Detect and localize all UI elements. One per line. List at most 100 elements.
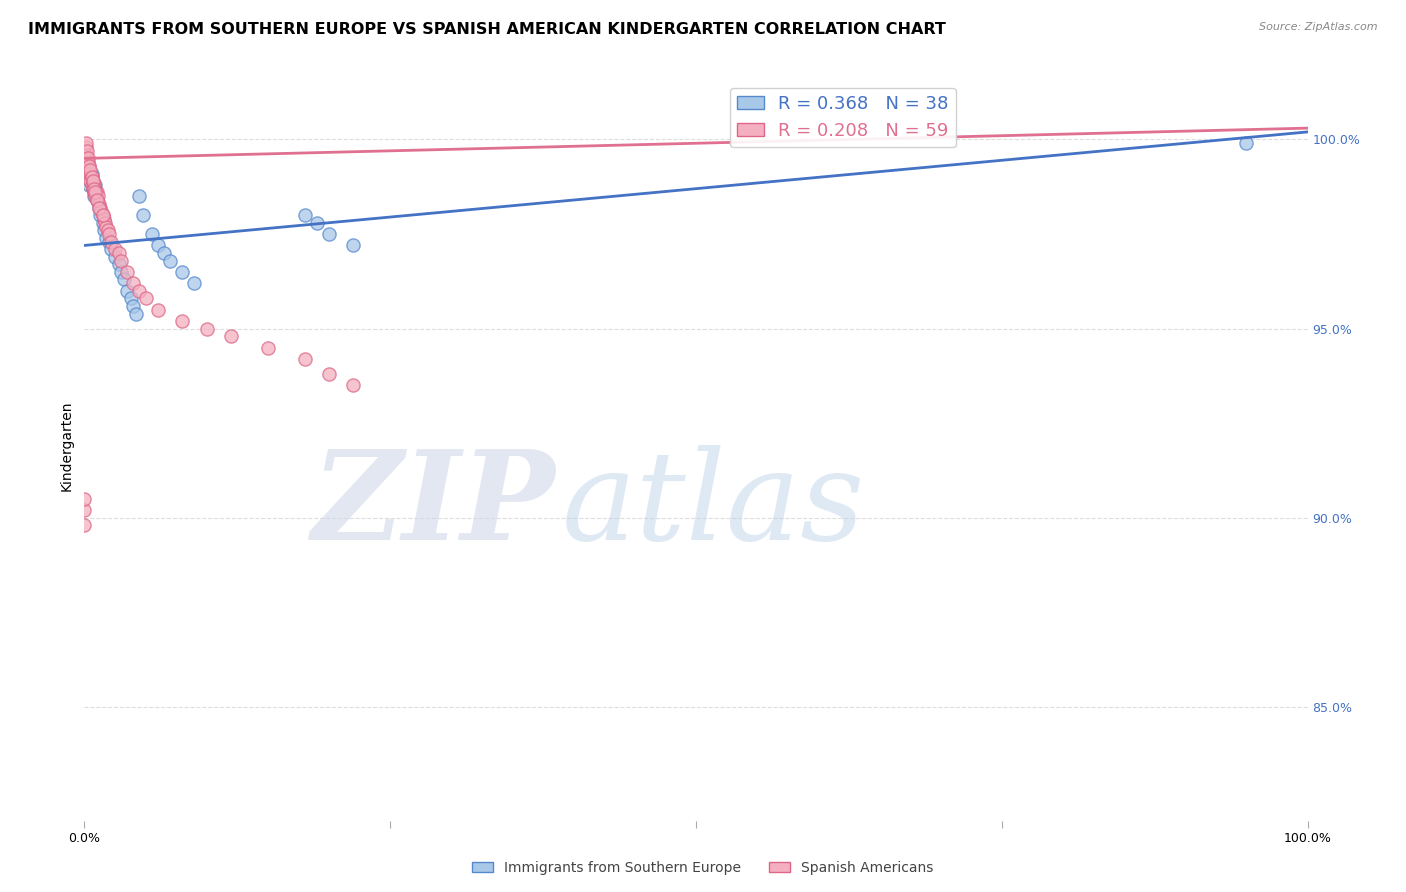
- Point: [77, 162, 100, 177]
- Legend: Immigrants from Southern Europe, Spanish Americans: Immigrants from Southern Europe, Spanish…: [467, 855, 939, 880]
- Point: [77, 159, 100, 173]
- Point: [90, 204, 112, 219]
- Point: [82, 174, 104, 188]
- Legend: R = 0.368   N = 38, R = 0.208   N = 59: R = 0.368 N = 38, R = 0.208 N = 59: [730, 88, 956, 147]
- Point: [122, 277, 145, 291]
- Point: [94, 216, 117, 230]
- Point: [80, 170, 103, 185]
- Point: [80, 170, 103, 185]
- Point: [86, 193, 108, 207]
- Point: [79, 167, 101, 181]
- Point: [84, 178, 107, 192]
- Point: [87, 201, 110, 215]
- Point: [83, 189, 105, 203]
- Point: [100, 235, 122, 249]
- Point: [76, 144, 98, 158]
- Point: [82, 182, 104, 196]
- Point: [79, 174, 101, 188]
- Point: [257, 341, 280, 355]
- Point: [183, 277, 205, 291]
- Point: [132, 208, 155, 222]
- Point: [107, 246, 129, 260]
- Point: [141, 227, 163, 241]
- Point: [93, 211, 115, 226]
- Point: [82, 174, 104, 188]
- Point: [100, 242, 122, 256]
- Point: [76, 159, 98, 173]
- Point: [75, 155, 97, 169]
- Point: [159, 253, 181, 268]
- Point: [77, 170, 100, 185]
- Point: [294, 351, 316, 366]
- Point: [77, 155, 100, 169]
- Point: [294, 208, 316, 222]
- Point: [104, 242, 127, 256]
- Point: [342, 378, 364, 392]
- Point: [107, 257, 129, 271]
- Point: [146, 302, 169, 317]
- Point: [75, 140, 97, 154]
- Point: [1236, 136, 1258, 151]
- Point: [104, 250, 127, 264]
- Point: [97, 235, 120, 249]
- Point: [76, 152, 98, 166]
- Point: [342, 238, 364, 252]
- Point: [93, 223, 115, 237]
- Point: [219, 329, 242, 343]
- Point: [96, 219, 118, 234]
- Point: [125, 307, 148, 321]
- Point: [91, 208, 114, 222]
- Point: [77, 152, 100, 166]
- Point: [86, 193, 108, 207]
- Point: [97, 227, 120, 241]
- Point: [91, 216, 114, 230]
- Point: [80, 178, 103, 192]
- Point: [318, 227, 340, 241]
- Point: [73, 491, 96, 506]
- Point: [79, 162, 101, 177]
- Point: [77, 170, 100, 185]
- Point: [146, 238, 169, 252]
- Point: [87, 196, 110, 211]
- Point: [110, 265, 132, 279]
- Point: [128, 189, 150, 203]
- Point: [79, 174, 101, 188]
- Point: [115, 265, 138, 279]
- Text: Source: ZipAtlas.com: Source: ZipAtlas.com: [1260, 22, 1378, 32]
- Point: [172, 265, 194, 279]
- Point: [83, 182, 105, 196]
- Point: [135, 292, 157, 306]
- Point: [172, 314, 194, 328]
- Point: [73, 518, 96, 533]
- Text: atlas: atlas: [561, 445, 865, 566]
- Point: [195, 321, 218, 335]
- Point: [84, 186, 107, 200]
- Point: [80, 167, 103, 181]
- Point: [305, 216, 328, 230]
- Point: [112, 272, 135, 286]
- Point: [84, 182, 107, 196]
- Point: [73, 503, 96, 517]
- Y-axis label: Kindergarten: Kindergarten: [59, 401, 73, 491]
- Point: [122, 299, 145, 313]
- Point: [128, 284, 150, 298]
- Point: [77, 159, 100, 173]
- Point: [89, 201, 111, 215]
- Point: [86, 186, 108, 200]
- Point: [96, 231, 118, 245]
- Text: IMMIGRANTS FROM SOUTHERN EUROPE VS SPANISH AMERICAN KINDERGARTEN CORRELATION CHA: IMMIGRANTS FROM SOUTHERN EUROPE VS SPANI…: [28, 22, 946, 37]
- Point: [120, 292, 142, 306]
- Point: [318, 367, 340, 381]
- Point: [75, 147, 97, 161]
- Point: [87, 189, 110, 203]
- Text: ZIP: ZIP: [312, 445, 555, 566]
- Point: [91, 208, 114, 222]
- Point: [97, 223, 120, 237]
- Point: [89, 208, 111, 222]
- Point: [76, 162, 98, 177]
- Point: [75, 136, 97, 151]
- Point: [83, 178, 105, 192]
- Point: [82, 182, 104, 196]
- Point: [86, 193, 108, 207]
- Point: [77, 178, 100, 192]
